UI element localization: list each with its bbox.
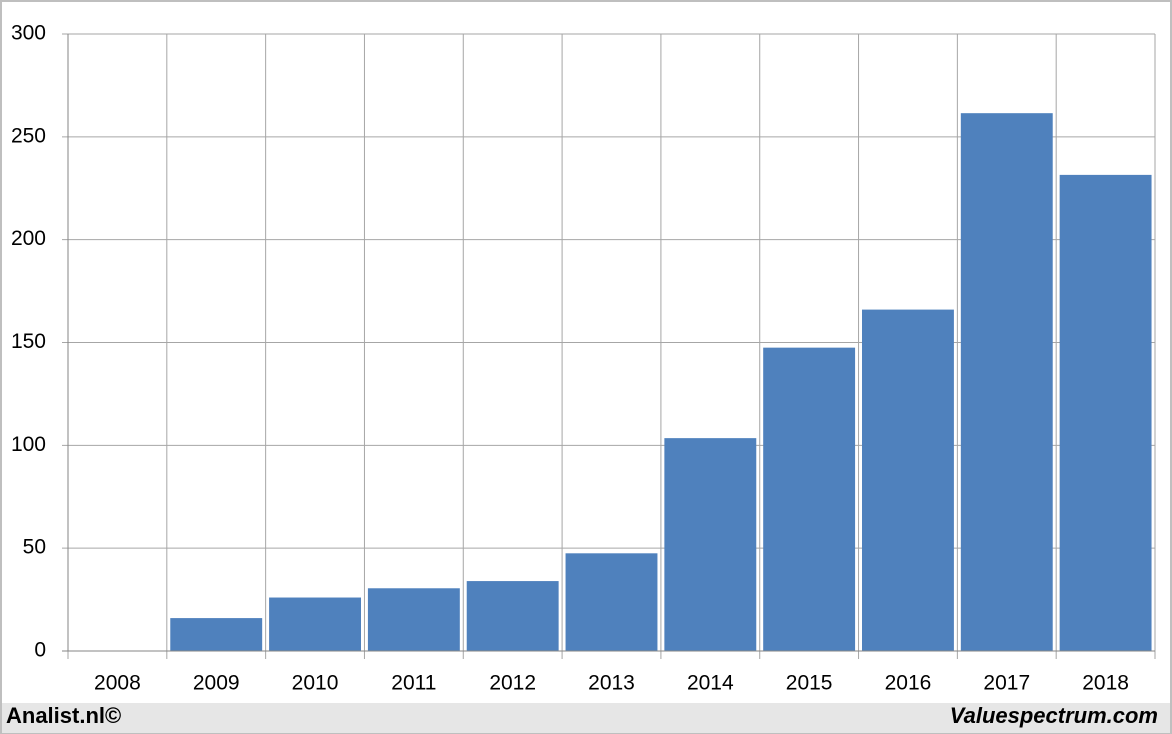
bar <box>367 588 460 651</box>
footer-bar <box>2 703 1170 733</box>
footer-left: Analist.nl© <box>6 703 121 728</box>
x-tick-label: 2010 <box>292 672 339 695</box>
bar <box>466 581 559 651</box>
x-tick-label: 2012 <box>489 672 536 695</box>
y-tick-label: 0 <box>34 639 46 662</box>
x-tick-label: 2017 <box>983 672 1030 695</box>
x-tick-label: 2018 <box>1082 672 1129 695</box>
x-tick-label: 2014 <box>687 672 734 695</box>
y-tick-label: 100 <box>11 433 46 456</box>
bar <box>960 113 1053 652</box>
bar <box>862 309 954 651</box>
y-tick-label: 150 <box>11 330 46 353</box>
y-tick-label: 50 <box>23 536 46 559</box>
bar <box>1059 174 1152 652</box>
bar <box>565 553 658 651</box>
y-tick-label: 250 <box>11 124 46 147</box>
y-tick-label: 300 <box>11 22 46 45</box>
bar <box>269 597 361 651</box>
x-tick-label: 2008 <box>94 672 141 695</box>
x-tick-label: 2009 <box>193 672 240 695</box>
y-tick-label: 200 <box>11 227 46 250</box>
footer-right: Valuespectrum.com <box>950 703 1158 728</box>
bar <box>664 438 757 651</box>
x-tick-label: 2011 <box>391 672 436 695</box>
bar <box>170 618 263 651</box>
x-tick-label: 2013 <box>588 672 635 695</box>
x-tick-label: 2016 <box>885 672 932 695</box>
x-tick-label: 2015 <box>786 672 833 695</box>
bar <box>763 347 856 651</box>
